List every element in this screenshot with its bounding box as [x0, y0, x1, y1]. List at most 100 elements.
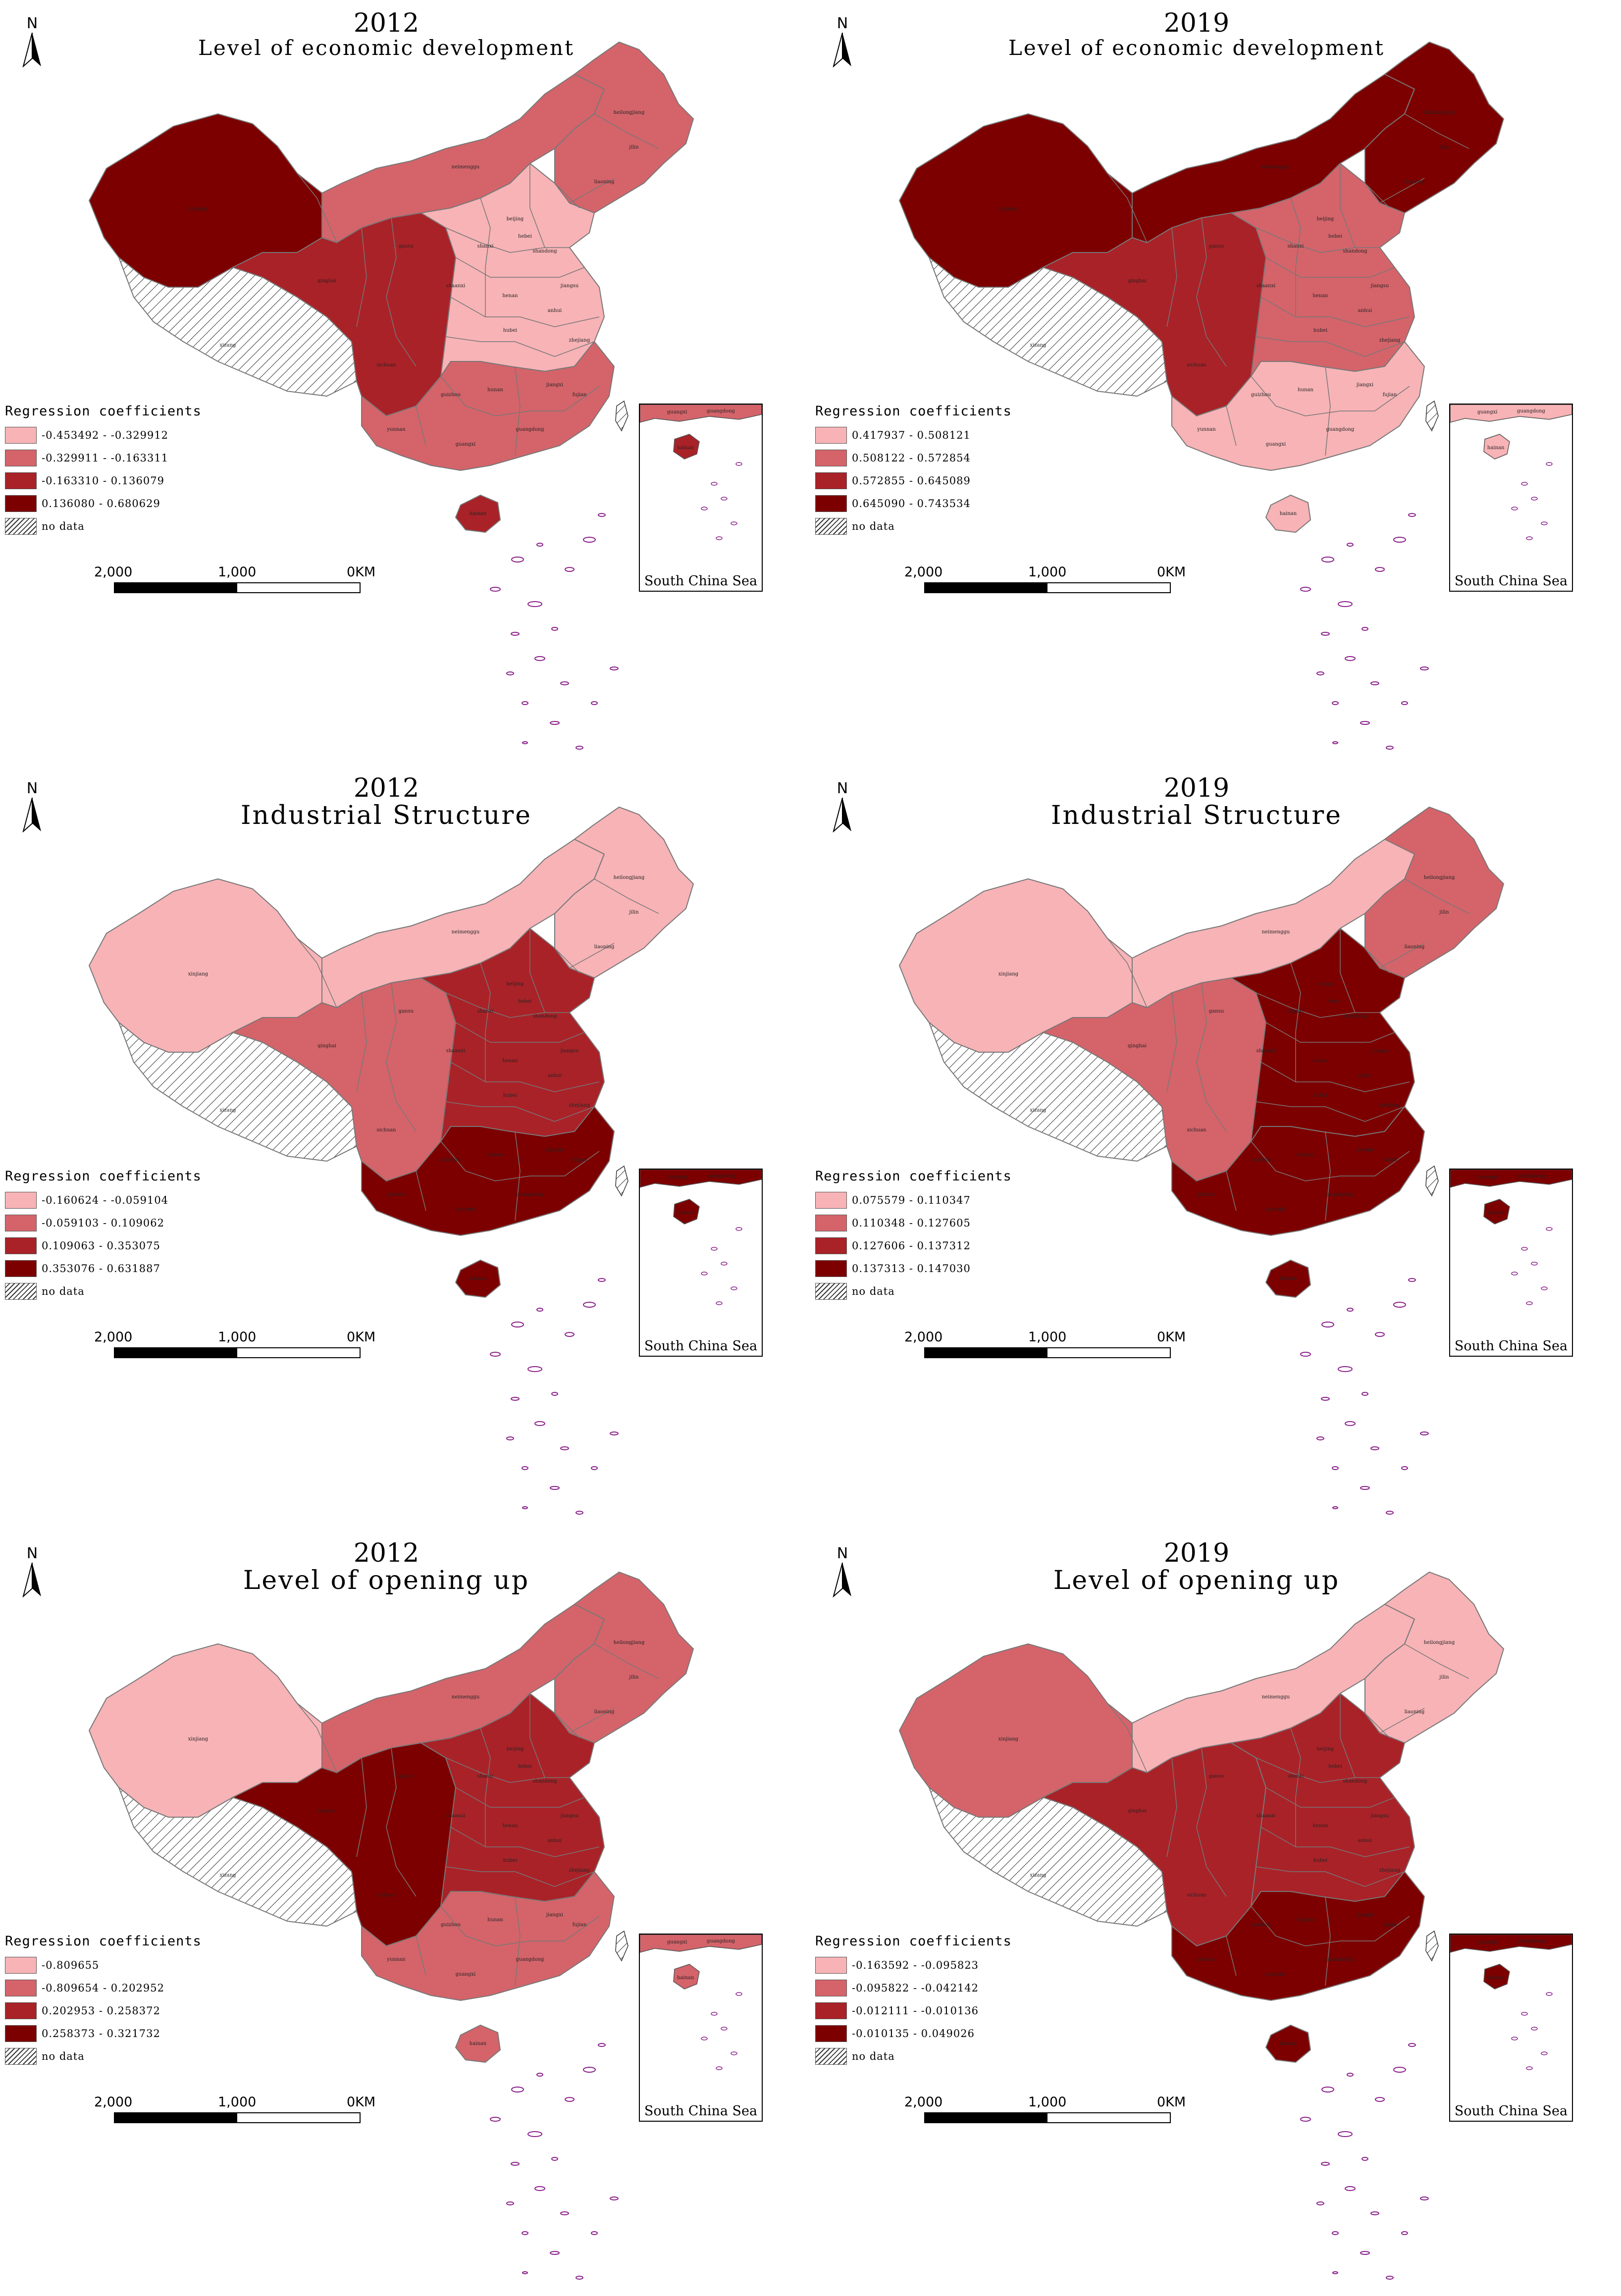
province-label: hainan	[1280, 511, 1297, 516]
legend-item: -0.453492 - -0.329912	[5, 424, 202, 447]
legend-label: 0.127606 - 0.137312	[852, 1240, 971, 1252]
province-label: shandong	[1343, 1014, 1367, 1019]
province-label: anhui	[548, 1073, 562, 1078]
province-label: fujian	[573, 1922, 587, 1928]
province-boundary	[480, 1728, 491, 1847]
province-boundary	[1290, 1728, 1301, 1847]
island-mark	[1332, 701, 1339, 705]
province-label: jilin	[628, 1675, 639, 1680]
province-boundary	[1265, 257, 1395, 278]
legend: Regression coefficients -0.160624 - -0.05…	[5, 1169, 202, 1303]
province-label: sichuan	[376, 362, 396, 368]
province-label: beijing	[507, 216, 524, 222]
province-label: qinghai	[317, 1043, 336, 1049]
island-mark	[1408, 513, 1416, 517]
island-mark	[522, 1466, 528, 1470]
legend-item: -0.329911 - -0.163311	[5, 447, 202, 469]
province-boundary	[356, 992, 367, 1092]
province-label: hunan	[487, 1917, 503, 1923]
north-arrow-icon: N	[17, 1545, 47, 1599]
region-hainan	[1265, 494, 1311, 533]
province-label: fujian	[573, 392, 587, 398]
province-label: fujian	[1383, 1922, 1397, 1928]
map-panel-econ-2012: xinjiang xizang neimenggu heilongjiang jilin…	[0, 0, 810, 765]
legend-item: -0.059103 - 0.109062	[5, 1212, 202, 1234]
island-mark	[1345, 1421, 1356, 1426]
province-boundary	[445, 336, 595, 357]
province-label: anhui	[1358, 1073, 1372, 1078]
scale-bar: 2,000 1,000 0KM	[904, 564, 1186, 604]
province-label: hebei	[518, 999, 532, 1004]
china-map: xinjiang xizang neimenggu heilongjiang jilin…	[898, 806, 1505, 1515]
province-label: liaoning	[594, 1709, 615, 1715]
legend-label: no data	[42, 1285, 85, 1297]
region-taiwan	[615, 1930, 628, 1962]
province-label: jiangsu	[1370, 1048, 1389, 1054]
province-boundary	[356, 227, 367, 327]
map-title-year: 2019	[1163, 1538, 1230, 1568]
province-label: zhejiang	[1379, 1868, 1401, 1873]
region-taiwan	[615, 400, 628, 432]
island-mark	[527, 2131, 542, 2137]
map-title-year: 2012	[353, 1538, 419, 1568]
province-label: anhui	[1358, 1838, 1372, 1843]
legend-item-no-data: no data	[815, 1280, 1012, 1303]
legend: Regression coefficients 0.075579 - 0.1103…	[815, 1169, 1012, 1303]
legend-item-no-data: no data	[815, 2045, 1012, 2068]
province-label: zhejiang	[569, 338, 590, 343]
region-northeast	[554, 1571, 694, 1744]
legend-label: no data	[42, 2050, 85, 2062]
province-label: guangxi	[456, 1207, 475, 1212]
scale-label-right: 0KM	[1157, 1329, 1186, 1345]
province-boundary	[1166, 227, 1177, 327]
legend-item: 0.645090 - 0.743534	[815, 492, 1012, 515]
province-boundary	[1404, 878, 1469, 914]
province-label: hebei	[1328, 1764, 1342, 1769]
province-boundary	[554, 1713, 580, 1738]
province-boundary	[455, 1022, 585, 1043]
legend-item-no-data: no data	[5, 515, 202, 538]
north-label: N	[837, 15, 848, 32]
island-mark	[1401, 701, 1408, 705]
province-boundary	[1107, 173, 1148, 243]
island-mark	[550, 1486, 560, 1490]
island-mark	[560, 681, 569, 685]
province-boundary	[445, 227, 570, 253]
province-label: qinghai	[1128, 1808, 1147, 1814]
scale-bar: 2,000 1,000 0KM	[94, 564, 375, 604]
island-mark	[1321, 632, 1330, 636]
island-mark	[1321, 557, 1334, 562]
island-mark	[1408, 2043, 1416, 2047]
island-mark	[610, 1431, 619, 1435]
province-boundary	[569, 943, 615, 969]
province-boundary	[1340, 1693, 1356, 1778]
island-mark	[1321, 1397, 1330, 1401]
province-label: gansu	[1209, 244, 1224, 249]
island-mark	[522, 701, 528, 705]
island-mark	[551, 2157, 558, 2161]
scale-label-mid: 1,000	[1028, 564, 1067, 580]
island-mark	[1316, 1436, 1324, 1440]
map-panel-econ-2019: xinjiang xizang neimenggu heilongjiang jilin…	[810, 0, 1621, 765]
province-boundary	[554, 183, 580, 208]
island-mark	[522, 741, 528, 744]
province-label: neimenggu	[452, 929, 480, 935]
legend-label: -0.012111 - -0.010136	[852, 2005, 979, 2017]
province-boundary	[1364, 1713, 1390, 1738]
province-label: gansu	[1209, 1774, 1224, 1779]
province-boundary	[445, 1101, 595, 1122]
province-boundary	[455, 1787, 585, 1808]
province-label: jilin	[1439, 1675, 1449, 1680]
legend-label: 0.645090 - 0.743534	[852, 498, 971, 510]
province-boundary	[529, 928, 545, 1013]
province-label: shanxi	[1288, 1009, 1304, 1014]
province-boundary	[1251, 376, 1410, 416]
province-label: hubei	[503, 1858, 517, 1863]
province-label: henan	[502, 1823, 518, 1829]
province-label: hunan	[1298, 1152, 1313, 1158]
inset-province-label: hainan	[677, 1210, 694, 1216]
map-panel-open-2019: xinjiang xizang neimenggu heilongjiang jilin…	[810, 1530, 1621, 2295]
province-label: guangxi	[456, 1972, 475, 1977]
north-label: N	[837, 780, 848, 797]
province-label: xizang	[220, 1108, 237, 1113]
